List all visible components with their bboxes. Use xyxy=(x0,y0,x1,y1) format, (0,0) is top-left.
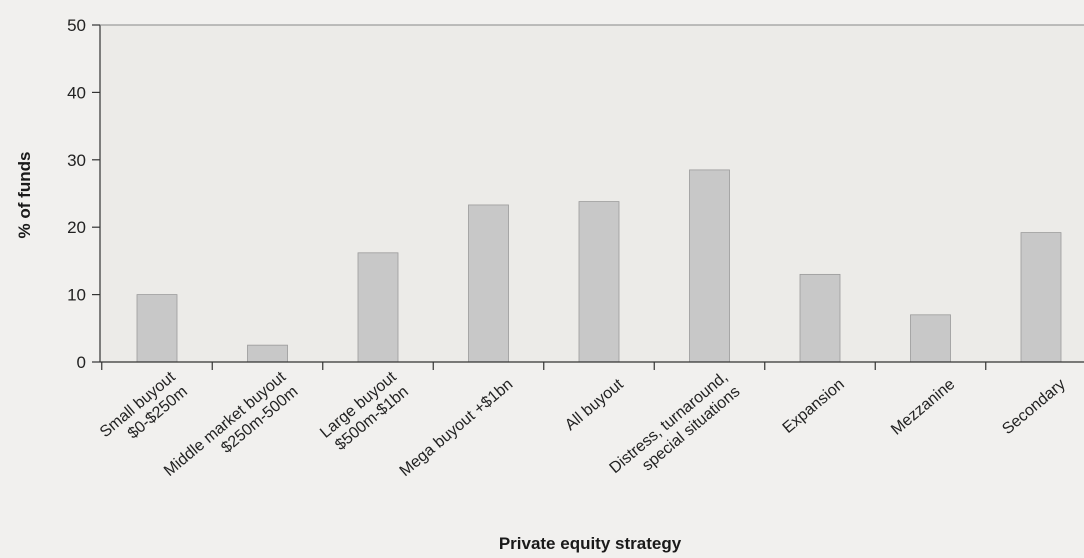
y-tick-label: 10 xyxy=(67,286,86,305)
bar xyxy=(578,201,620,363)
x-tick-label-line: Mezzanine xyxy=(888,376,958,439)
x-tick-label-line: Secondary xyxy=(999,376,1069,438)
y-axis-ticks: 0 10 20 30 40 50 xyxy=(67,16,100,372)
bar xyxy=(910,314,951,363)
x-tick-label-line: Distress, turnaround, xyxy=(606,369,731,477)
y-tick-label: 50 xyxy=(67,16,86,35)
bar xyxy=(689,169,730,363)
y-tick-label: 0 xyxy=(77,353,86,372)
bar xyxy=(1020,232,1062,363)
y-tick-label: 40 xyxy=(67,83,86,102)
x-tick-label: Small buyout$0-$250m xyxy=(97,368,191,455)
bar xyxy=(799,273,841,363)
x-tick-label-line: All buyout xyxy=(562,376,627,435)
x-tick-label: Large buyout$500m-$1bn xyxy=(317,368,412,456)
x-axis-title: Private equity strategy xyxy=(499,534,682,553)
bar xyxy=(357,252,399,363)
x-tick-label-line: Expansion xyxy=(780,376,848,437)
x-tick-label: Secondary xyxy=(999,376,1069,438)
bar xyxy=(468,204,509,363)
x-tick-label: Mega buyout +$1bn xyxy=(397,376,517,480)
x-tick-label: Expansion xyxy=(780,376,848,437)
bars xyxy=(136,169,1062,363)
y-tick-label: 20 xyxy=(67,218,86,237)
y-tick-label: 30 xyxy=(67,151,86,170)
x-tick-label: All buyout xyxy=(562,376,627,435)
bar xyxy=(136,294,178,363)
y-axis-title: % of funds xyxy=(15,152,34,239)
x-tick-label: Distress, turnaround,special situations xyxy=(606,369,743,492)
x-axis-ticks xyxy=(101,362,987,370)
x-tick-label-line: Mega buyout +$1bn xyxy=(397,376,517,480)
x-tick-label: Mezzanine xyxy=(888,376,958,439)
bar xyxy=(247,344,288,363)
